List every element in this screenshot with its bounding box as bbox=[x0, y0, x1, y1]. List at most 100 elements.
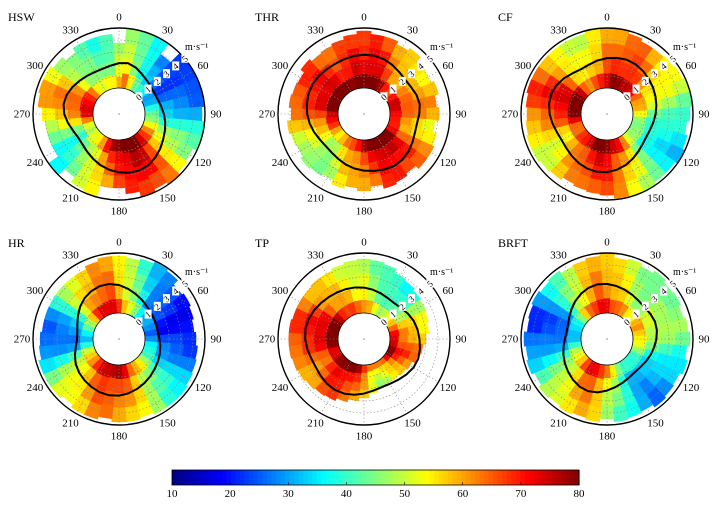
direction-label: 60 bbox=[443, 60, 455, 72]
speed-ring-label: 3 bbox=[407, 69, 417, 80]
speed-contour bbox=[305, 53, 421, 172]
speed-ring-label: 5 bbox=[425, 278, 435, 289]
speed-ring-label: 1 bbox=[631, 84, 641, 95]
heat-cell bbox=[401, 362, 410, 370]
heat-cell bbox=[182, 331, 197, 338]
colorbar-segment bbox=[316, 470, 322, 485]
colorbar-tick-label: 40 bbox=[341, 488, 353, 500]
heat-cell bbox=[631, 261, 643, 278]
speed-ring bbox=[44, 39, 194, 189]
direction-spoke bbox=[386, 70, 439, 102]
colorbar-segment bbox=[470, 470, 476, 485]
direction-spoke bbox=[532, 351, 585, 383]
speed-ring-label: 5 bbox=[425, 53, 435, 64]
speed-ring-label: 4 bbox=[171, 61, 181, 72]
colorbar-tick-label: 80 bbox=[574, 488, 586, 500]
heat-cell bbox=[38, 356, 55, 366]
speed-ring-label: 1 bbox=[143, 84, 153, 95]
heat-cell bbox=[58, 57, 73, 71]
direction-label: 210 bbox=[307, 418, 324, 430]
speed-ring-label: 5 bbox=[668, 278, 678, 289]
speed-ring-label: 0 bbox=[134, 92, 144, 103]
speed-contour bbox=[548, 56, 658, 174]
direction-label: 90 bbox=[211, 109, 223, 121]
colorbar-segment bbox=[271, 470, 277, 485]
colorbar-segment bbox=[484, 470, 490, 485]
colorbar-segment bbox=[556, 470, 562, 485]
speed-label-bg bbox=[641, 76, 649, 86]
direction-spoke bbox=[141, 70, 194, 102]
colorbar-segment bbox=[266, 470, 273, 485]
direction-label: 270 bbox=[14, 334, 31, 346]
colorbar-tick-label: 50 bbox=[399, 488, 411, 500]
heat-cell bbox=[555, 270, 568, 286]
center-dot bbox=[118, 113, 120, 115]
speed-ring-label: 4 bbox=[659, 286, 669, 297]
speed-label-bg bbox=[153, 301, 161, 311]
colorbar-segment bbox=[506, 470, 512, 485]
direction-label: 330 bbox=[550, 249, 567, 261]
speed-label-bg bbox=[181, 53, 189, 63]
colorbar-segment bbox=[172, 470, 178, 485]
heat-cell bbox=[38, 344, 54, 351]
direction-label: 0 bbox=[116, 12, 122, 24]
colorbar-segment bbox=[280, 470, 286, 485]
outer-ring bbox=[520, 252, 694, 426]
direction-label: 300 bbox=[515, 285, 532, 297]
direction-spoke bbox=[289, 295, 342, 327]
speed-ring-label: 3 bbox=[650, 69, 660, 80]
colorbar-segment bbox=[420, 470, 426, 485]
direction-spoke bbox=[386, 126, 439, 158]
speed-label-bg bbox=[144, 309, 152, 319]
direction-spoke bbox=[619, 361, 651, 414]
panel-hsw: 0306090120150180210240270300330012345m·s… bbox=[8, 10, 222, 218]
outer-ring bbox=[277, 27, 451, 201]
colorbar-segment bbox=[524, 470, 530, 485]
panel-brft: 0306090120150180210240270300330012345m·s… bbox=[498, 236, 710, 443]
direction-label: 120 bbox=[683, 157, 700, 169]
speed-contour bbox=[562, 282, 658, 394]
direction-spoke bbox=[75, 136, 107, 189]
speed-contour bbox=[73, 282, 162, 397]
colorbar-segment bbox=[257, 470, 264, 485]
heat-cell bbox=[525, 119, 541, 127]
direction-label: 120 bbox=[195, 157, 212, 169]
colorbar-segment bbox=[221, 470, 227, 485]
direction-spoke bbox=[141, 126, 194, 158]
heat-cell bbox=[594, 255, 602, 272]
colorbar-segment bbox=[361, 470, 368, 485]
direction-label: 30 bbox=[162, 24, 174, 36]
colorbar: 10 20 30 40 50 60 70 80 bbox=[167, 469, 586, 500]
heat-cell bbox=[306, 59, 319, 72]
colorbar-segment bbox=[303, 470, 309, 485]
direction-label: 30 bbox=[407, 24, 419, 36]
direction-spoke bbox=[44, 351, 97, 383]
colorbar-segment bbox=[569, 470, 576, 485]
direction-label: 300 bbox=[272, 60, 289, 72]
panel-hr: 0306090120150180210240270300330012345m·s… bbox=[8, 236, 222, 443]
speed-label-bg bbox=[153, 76, 161, 86]
heat-cell bbox=[365, 177, 372, 192]
direction-label: 270 bbox=[502, 109, 519, 121]
speed-ring-label: 1 bbox=[388, 309, 398, 320]
colorbar-segment bbox=[294, 470, 300, 485]
direction-label: 210 bbox=[307, 193, 324, 205]
colorbar-segment bbox=[312, 470, 318, 485]
speed-ring-label: 2 bbox=[397, 77, 407, 88]
speed-label-bg bbox=[660, 286, 668, 296]
colorbar-segment bbox=[515, 470, 521, 485]
direction-label: 90 bbox=[699, 334, 711, 346]
colorbar-segment bbox=[465, 470, 472, 485]
speed-ring-label: 2 bbox=[152, 77, 162, 88]
colorbar-segment bbox=[529, 470, 535, 485]
colorbar-tick-label: 10 bbox=[167, 488, 179, 500]
colorbar-segment bbox=[289, 470, 295, 485]
colorbar-segment bbox=[203, 470, 209, 485]
direction-spoke bbox=[376, 264, 408, 317]
speed-contour bbox=[62, 62, 167, 174]
direction-spoke bbox=[320, 361, 352, 414]
speed-ring bbox=[556, 63, 658, 165]
direction-label: 150 bbox=[404, 193, 421, 205]
speed-label-bg bbox=[407, 69, 415, 79]
